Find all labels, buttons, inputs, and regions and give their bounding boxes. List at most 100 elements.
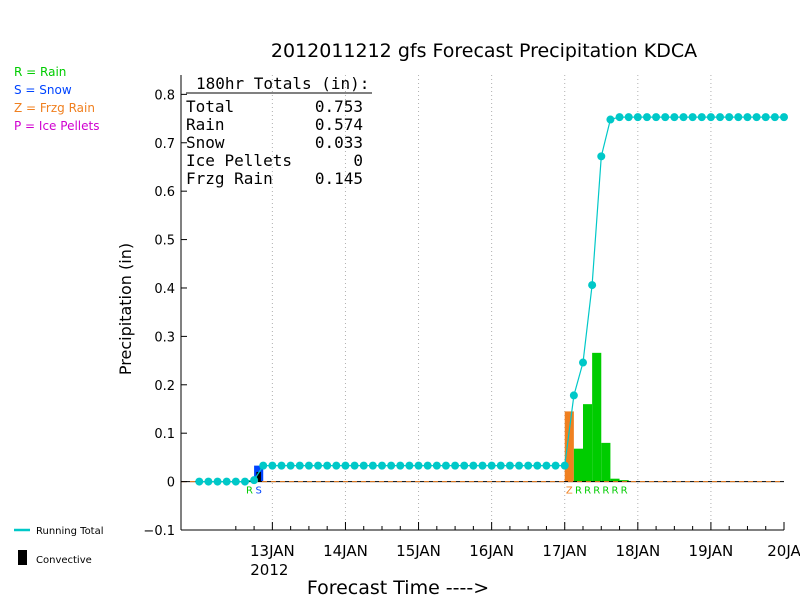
totals-row-value: 0.033	[315, 133, 363, 152]
totals-row-name: Total	[186, 97, 234, 116]
x-tick-label: 14JAN	[323, 542, 368, 560]
running-total-point	[451, 461, 460, 470]
y-tick-label: 0.3	[154, 330, 175, 345]
type-marker-label: R	[621, 486, 628, 497]
running-total-point	[368, 461, 377, 470]
x-tick-label: 18JAN	[615, 542, 660, 560]
running-total-point	[752, 113, 761, 122]
type-marker-label: R	[246, 486, 253, 497]
precip-bar	[619, 480, 629, 482]
y-tick-label: 0.6	[154, 185, 175, 200]
running-total-point	[250, 476, 259, 485]
running-total-point	[469, 461, 478, 470]
precip-type-legend: R = Rain S = Snow Z = Frzg Rain P = Ice …	[14, 65, 99, 133]
running-total-point	[350, 461, 359, 470]
type-marker-label: R	[584, 486, 591, 497]
running-total-series	[195, 113, 788, 486]
running-total-point	[734, 113, 743, 122]
chart-title: 2012011212 gfs Forecast Precipitation KD…	[271, 40, 697, 62]
running-total-point	[533, 461, 542, 470]
x-tick-label: 20JA	[767, 542, 800, 560]
totals-row-value: 0.145	[315, 169, 363, 188]
running-total-point	[195, 477, 204, 486]
running-total-point	[487, 461, 496, 470]
running-total-point	[579, 358, 587, 367]
running-total-point	[542, 461, 551, 470]
running-total-point	[341, 461, 350, 470]
y-tick-label: 0.7	[154, 137, 175, 152]
running-total-point	[697, 113, 706, 122]
running-total-point	[359, 461, 368, 470]
precip-bar	[583, 404, 593, 482]
running-total-point	[432, 461, 441, 470]
running-total-point	[615, 113, 624, 122]
running-total-point	[204, 477, 213, 486]
totals-row-value: 0.753	[315, 97, 363, 116]
y-tick-label: 0.8	[154, 88, 175, 103]
type-marker-label: Z	[566, 486, 573, 497]
type-marker-label: R	[612, 486, 619, 497]
running-total-point	[706, 113, 715, 122]
totals-row-value: 0	[353, 151, 363, 170]
running-total-point	[396, 461, 405, 470]
running-total-point	[213, 477, 222, 486]
convective-legend-label: Convective	[36, 555, 92, 566]
running-total-point	[624, 113, 633, 122]
running-total-point	[378, 461, 386, 470]
type-marker-label: R	[593, 486, 600, 497]
type-marker-label: R	[575, 486, 582, 497]
running-total-point	[569, 391, 578, 400]
totals-row-name: Rain	[186, 115, 225, 134]
running-total-point	[670, 113, 679, 122]
totals-heading: 180hr Totals (in):	[196, 74, 369, 93]
x-axis-label: Forecast Time ---->	[307, 577, 489, 599]
totals-row-name: Ice Pellets	[186, 151, 292, 170]
x-tick-sublabel: 2012	[250, 561, 288, 579]
running-total-point	[505, 461, 514, 470]
running-total-point	[268, 461, 277, 470]
totals-box: 180hr Totals (in): Total 0.753 Rain 0.57…	[186, 74, 372, 188]
running-total-point	[515, 461, 524, 470]
running-total-point	[725, 113, 734, 122]
y-tick-label: 0.5	[154, 234, 175, 249]
precip-bar	[601, 442, 611, 482]
running-total-point	[460, 461, 469, 470]
running-total-point	[560, 461, 569, 470]
running-total-point	[441, 461, 450, 470]
running-total-legend-label: Running Total	[36, 526, 104, 537]
type-marker-label: S	[255, 486, 261, 497]
running-total-point	[414, 461, 423, 470]
running-total-point	[231, 477, 240, 486]
running-total-point	[222, 477, 231, 486]
running-total-point	[633, 113, 642, 122]
running-total-point	[295, 461, 304, 470]
running-total-point	[496, 461, 505, 470]
running-total-point	[743, 113, 752, 122]
precip-bar	[573, 448, 583, 482]
x-tick-label: 16JAN	[469, 542, 514, 560]
totals-row-value: 0.574	[315, 115, 363, 134]
running-total-point	[716, 113, 725, 122]
precip-bar	[610, 478, 620, 482]
legend-ice-pellets: P = Ice Pellets	[14, 119, 99, 133]
type-marker-label: R	[602, 486, 609, 497]
running-total-point	[323, 461, 332, 470]
running-total-point	[259, 461, 268, 470]
running-total-point	[524, 461, 533, 470]
running-total-point	[286, 461, 295, 470]
running-total-point	[652, 113, 661, 122]
y-tick-labels: −0.1 0 0.1 0.2 0.3 0.4 0.5 0.6 0.7 0.8	[143, 88, 187, 539]
running-total-point	[277, 461, 286, 470]
running-total-point	[588, 281, 597, 290]
y-tick-label: 0.1	[154, 427, 175, 442]
y-tick-label: 0	[167, 476, 175, 491]
x-tick-label: 15JAN	[396, 542, 441, 560]
running-total-point	[478, 461, 487, 470]
running-total-point	[551, 461, 560, 470]
running-total-point	[405, 461, 414, 470]
running-total-point	[770, 113, 779, 122]
running-total-point	[780, 113, 788, 122]
